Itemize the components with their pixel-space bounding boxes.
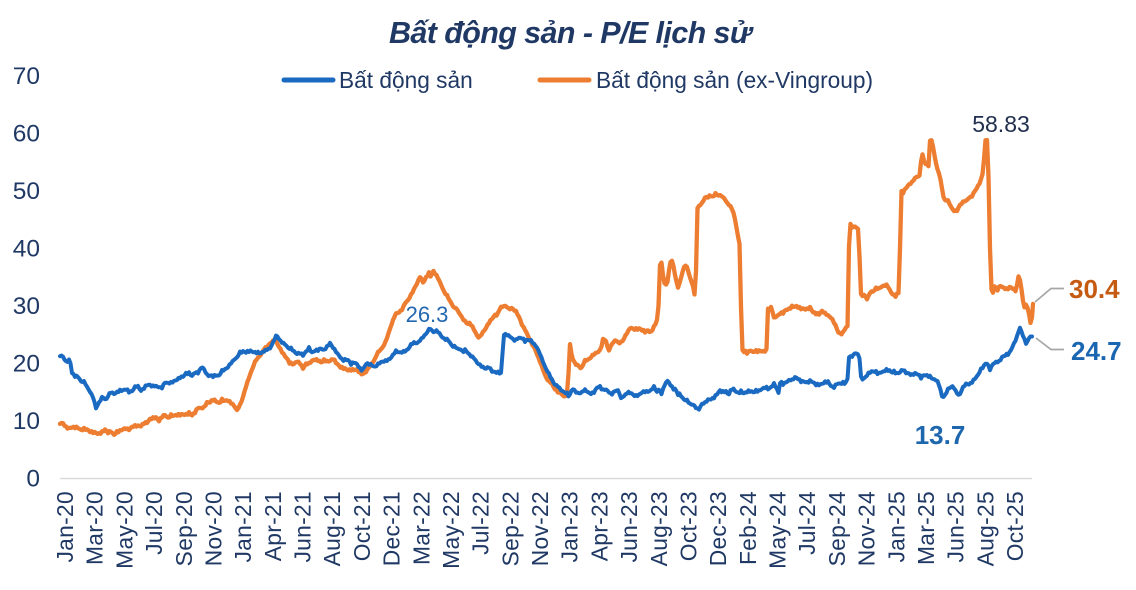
svg-text:Nov-22: Nov-22 (527, 491, 553, 566)
svg-text:Jun-25: Jun-25 (943, 491, 969, 563)
svg-text:Aug-23: Aug-23 (646, 491, 672, 566)
svg-text:Apr-21: Apr-21 (260, 491, 286, 561)
svg-text:Aug-21: Aug-21 (319, 491, 345, 566)
svg-text:Sep-20: Sep-20 (171, 491, 197, 566)
svg-text:Mar-25: Mar-25 (913, 491, 939, 565)
svg-text:Apr-23: Apr-23 (586, 491, 612, 561)
svg-text:Bất động sản (ex-Vingroup): Bất động sản (ex-Vingroup) (596, 67, 873, 93)
svg-text:Dec-23: Dec-23 (705, 491, 731, 566)
svg-text:Jan-20: Jan-20 (52, 491, 78, 563)
svg-text:May-24: May-24 (765, 491, 791, 569)
svg-text:Jul-24: Jul-24 (794, 491, 820, 555)
svg-text:Jul-22: Jul-22 (468, 491, 494, 555)
svg-text:58.83: 58.83 (972, 111, 1030, 137)
svg-text:Sep-22: Sep-22 (497, 491, 523, 566)
svg-text:Bất động sản - P/E lịch sử: Bất động sản - P/E lịch sử (389, 16, 754, 50)
svg-text:Aug-25: Aug-25 (972, 491, 998, 566)
svg-text:Nov-20: Nov-20 (201, 491, 227, 566)
svg-text:Jun-21: Jun-21 (290, 491, 316, 563)
svg-text:Sep-24: Sep-24 (824, 491, 850, 566)
svg-text:Feb-24: Feb-24 (735, 491, 761, 565)
svg-text:May-22: May-22 (438, 491, 464, 569)
svg-text:0: 0 (26, 466, 40, 493)
svg-text:13.7: 13.7 (915, 420, 966, 450)
svg-text:Jun-23: Jun-23 (616, 491, 642, 563)
svg-text:40: 40 (13, 236, 40, 263)
svg-text:May-20: May-20 (111, 491, 137, 569)
svg-text:Oct-23: Oct-23 (676, 491, 702, 561)
svg-text:Jan-25: Jan-25 (883, 491, 909, 563)
svg-text:50: 50 (13, 178, 40, 205)
svg-text:10: 10 (13, 408, 40, 435)
svg-text:Mar-20: Mar-20 (82, 491, 108, 565)
svg-text:30.4: 30.4 (1069, 274, 1120, 304)
svg-text:Nov-24: Nov-24 (854, 491, 880, 566)
svg-text:Oct-25: Oct-25 (1002, 491, 1028, 561)
svg-text:Jul-20: Jul-20 (141, 491, 167, 555)
svg-text:Mar-22: Mar-22 (408, 491, 434, 565)
svg-text:30: 30 (13, 293, 40, 320)
svg-text:Jan-23: Jan-23 (557, 491, 583, 563)
svg-text:Dec-21: Dec-21 (379, 491, 405, 566)
svg-text:60: 60 (13, 121, 40, 148)
svg-text:Oct-21: Oct-21 (349, 491, 375, 561)
svg-text:20: 20 (13, 351, 40, 378)
svg-text:Jan-21: Jan-21 (230, 491, 256, 563)
svg-text:26.3: 26.3 (406, 302, 449, 327)
svg-text:24.7: 24.7 (1071, 336, 1122, 366)
svg-text:70: 70 (13, 63, 40, 90)
svg-text:Bất động sản: Bất động sản (339, 67, 473, 93)
